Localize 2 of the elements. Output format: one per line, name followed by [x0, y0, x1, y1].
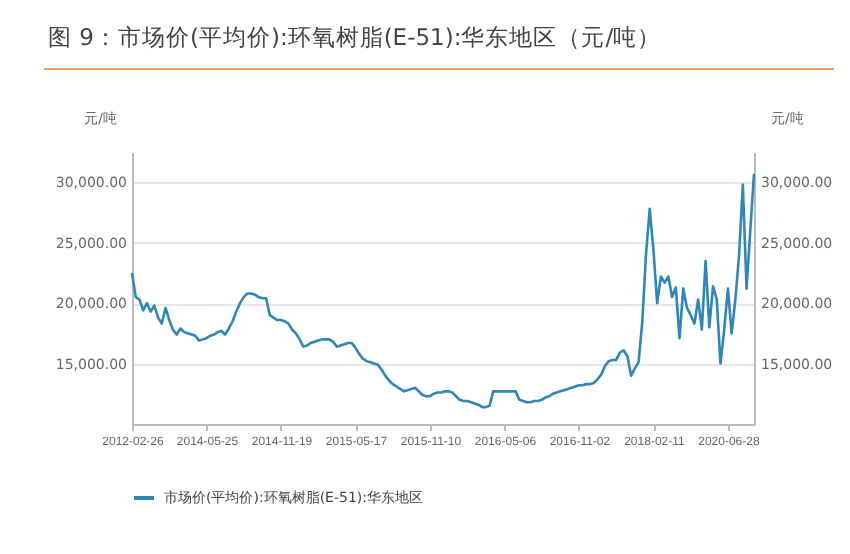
- line-series: [130, 172, 756, 409]
- chart-title: 图 9：市场价(平均价):环氧树脂(E-51):华东地区（元/吨）: [48, 23, 662, 51]
